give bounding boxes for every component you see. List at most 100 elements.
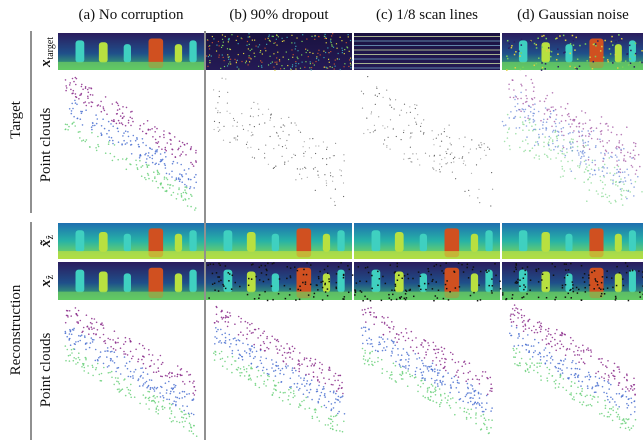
point: [484, 150, 485, 151]
speck: [514, 54, 516, 56]
point: [122, 135, 124, 137]
point: [546, 155, 548, 157]
point: [141, 175, 143, 177]
point: [224, 361, 226, 363]
point: [588, 178, 590, 180]
point: [400, 367, 402, 369]
point: [283, 124, 284, 125]
point: [145, 162, 147, 164]
point: [385, 349, 387, 351]
point: [528, 129, 530, 131]
speck: [213, 38, 214, 39]
point: [240, 368, 242, 370]
speck: [511, 45, 513, 47]
speck: [577, 58, 579, 60]
point: [600, 141, 602, 143]
point: [409, 374, 411, 376]
speck: [577, 292, 579, 294]
point: [108, 141, 110, 143]
speck: [210, 263, 212, 265]
point: [110, 153, 112, 155]
point: [225, 78, 226, 79]
point: [92, 122, 94, 124]
point: [186, 371, 188, 373]
point: [127, 131, 129, 133]
point: [80, 94, 82, 96]
point: [92, 365, 94, 367]
point: [452, 172, 453, 173]
point: [334, 380, 336, 382]
point: [172, 389, 174, 391]
point: [546, 128, 548, 130]
point: [317, 380, 319, 382]
speck: [287, 266, 289, 268]
speck: [582, 277, 584, 279]
point: [303, 380, 305, 382]
point: [91, 328, 93, 330]
speck: [293, 54, 294, 55]
point: [558, 135, 560, 137]
scene-object: [189, 40, 196, 62]
speck: [368, 272, 370, 274]
point: [557, 343, 559, 345]
point: [561, 166, 563, 168]
point: [111, 120, 113, 122]
scene-object: [99, 42, 108, 62]
point: [142, 385, 144, 387]
point: [137, 361, 139, 363]
speck: [603, 288, 605, 290]
point: [610, 397, 612, 399]
point: [450, 407, 452, 409]
point: [569, 348, 571, 350]
point: [607, 125, 609, 127]
point: [628, 399, 630, 401]
point: [579, 136, 581, 138]
point: [625, 196, 627, 198]
point: [452, 381, 454, 383]
point: [398, 334, 400, 336]
point: [598, 169, 600, 171]
point: [408, 365, 410, 367]
point: [113, 119, 115, 121]
point: [78, 352, 80, 354]
point: [610, 202, 612, 204]
point: [130, 125, 132, 127]
point: [174, 416, 176, 418]
point: [217, 127, 218, 128]
point: [109, 140, 111, 142]
point: [343, 196, 344, 197]
point: [65, 360, 67, 362]
point: [112, 126, 114, 128]
point: [316, 416, 318, 418]
point: [589, 374, 591, 376]
scene-object: [565, 44, 572, 63]
point: [395, 361, 397, 363]
point: [68, 355, 70, 357]
point: [71, 93, 73, 95]
point: [373, 312, 375, 314]
point: [373, 316, 375, 318]
point: [160, 396, 162, 398]
point: [188, 393, 190, 395]
speck: [543, 35, 545, 37]
point: [521, 315, 523, 317]
point: [507, 132, 509, 134]
speck: [237, 36, 238, 37]
point: [250, 378, 252, 380]
point: [73, 348, 75, 350]
point: [181, 181, 183, 183]
speck: [290, 68, 291, 69]
point: [382, 368, 384, 370]
point: [97, 329, 99, 331]
point: [548, 141, 550, 143]
speck: [327, 295, 329, 297]
point: [574, 377, 576, 379]
point: [114, 144, 116, 146]
point: [73, 90, 75, 92]
point: [264, 157, 265, 158]
point: [286, 343, 288, 345]
point: [290, 388, 292, 390]
point: [467, 379, 469, 381]
point: [221, 334, 223, 336]
point: [402, 372, 404, 374]
